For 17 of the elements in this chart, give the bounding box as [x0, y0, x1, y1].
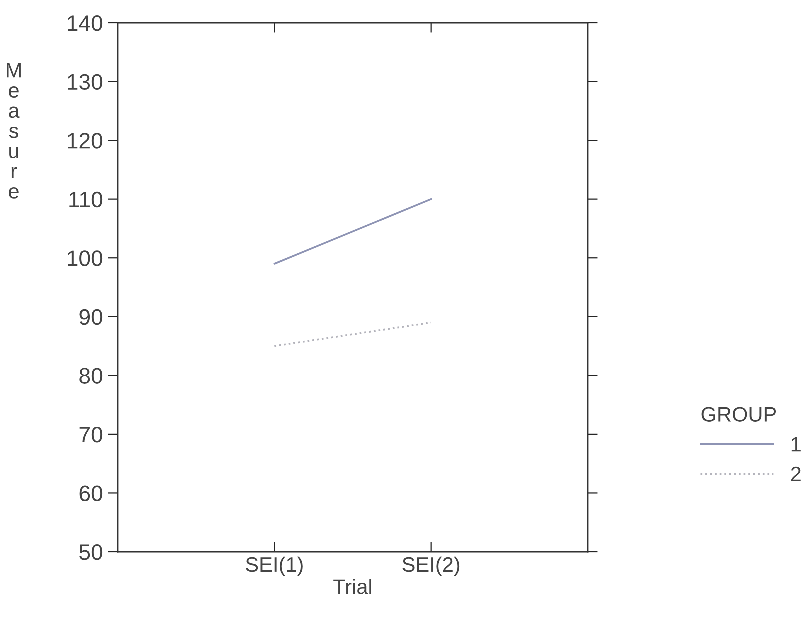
y-tick-label: 80 [80, 368, 103, 384]
y-tick-label: 120 [68, 133, 103, 149]
y-tick-label: 70 [80, 426, 103, 443]
x-tick-label: SEI(1) [246, 556, 303, 576]
y-tick-label: 100 [68, 250, 103, 266]
y-tick-label: 90 [80, 309, 103, 326]
legend-title: GROUP [702, 407, 776, 422]
y-axis-title: Measure [7, 63, 21, 199]
y-tick-label: 140 [68, 16, 103, 32]
y-tick-label: 110 [70, 192, 103, 208]
y-tick-label: 60 [80, 486, 103, 502]
x-tick-label: SEI(2) [402, 556, 460, 576]
y-tick-label: 130 [68, 74, 103, 90]
y-tick-label: 50 [80, 544, 103, 560]
legend-label: 2 [791, 466, 801, 482]
x-axis-title: Trial [334, 579, 372, 594]
legend-label: 1 [792, 437, 801, 452]
